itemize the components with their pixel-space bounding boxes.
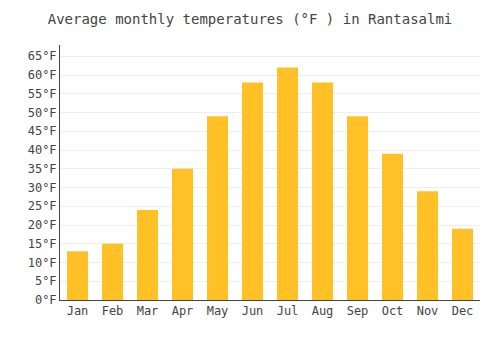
svg-text:15°F: 15°F [28,237,57,251]
svg-text:Jul: Jul [277,304,299,318]
svg-text:May: May [207,304,229,318]
svg-text:50°F: 50°F [28,106,57,120]
svg-text:Feb: Feb [102,304,124,318]
svg-text:30°F: 30°F [28,181,57,195]
svg-text:20°F: 20°F [28,218,57,232]
svg-text:55°F: 55°F [28,87,57,101]
svg-text:60°F: 60°F [28,68,57,82]
svg-text:5°F: 5°F [35,274,57,288]
svg-text:Average monthly temperatures (: Average monthly temperatures (°F ) in Ra… [48,11,453,27]
svg-text:Jan: Jan [67,304,89,318]
svg-text:Oct: Oct [382,304,404,318]
svg-text:65°F: 65°F [28,49,57,63]
svg-text:25°F: 25°F [28,199,57,213]
svg-text:Aug: Aug [312,304,334,318]
svg-text:40°F: 40°F [28,143,57,157]
svg-text:0°F: 0°F [35,293,57,307]
svg-text:Mar: Mar [137,304,159,318]
svg-text:Apr: Apr [172,304,194,318]
svg-text:Dec: Dec [452,304,474,318]
svg-text:Jun: Jun [242,304,264,318]
svg-text:Nov: Nov [417,304,439,318]
svg-text:10°F: 10°F [28,256,57,270]
svg-text:45°F: 45°F [28,124,57,138]
svg-text:Sep: Sep [347,304,369,318]
svg-text:35°F: 35°F [28,162,57,176]
